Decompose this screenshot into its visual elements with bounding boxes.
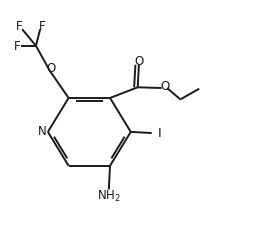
Text: O: O — [160, 80, 169, 93]
Text: N: N — [38, 125, 47, 138]
Text: O: O — [135, 55, 144, 68]
Text: F: F — [14, 41, 20, 54]
Text: F: F — [39, 20, 45, 33]
Text: I: I — [157, 126, 161, 139]
Text: O: O — [46, 62, 55, 75]
Text: F: F — [16, 20, 23, 33]
Text: NH$_2$: NH$_2$ — [97, 189, 121, 204]
